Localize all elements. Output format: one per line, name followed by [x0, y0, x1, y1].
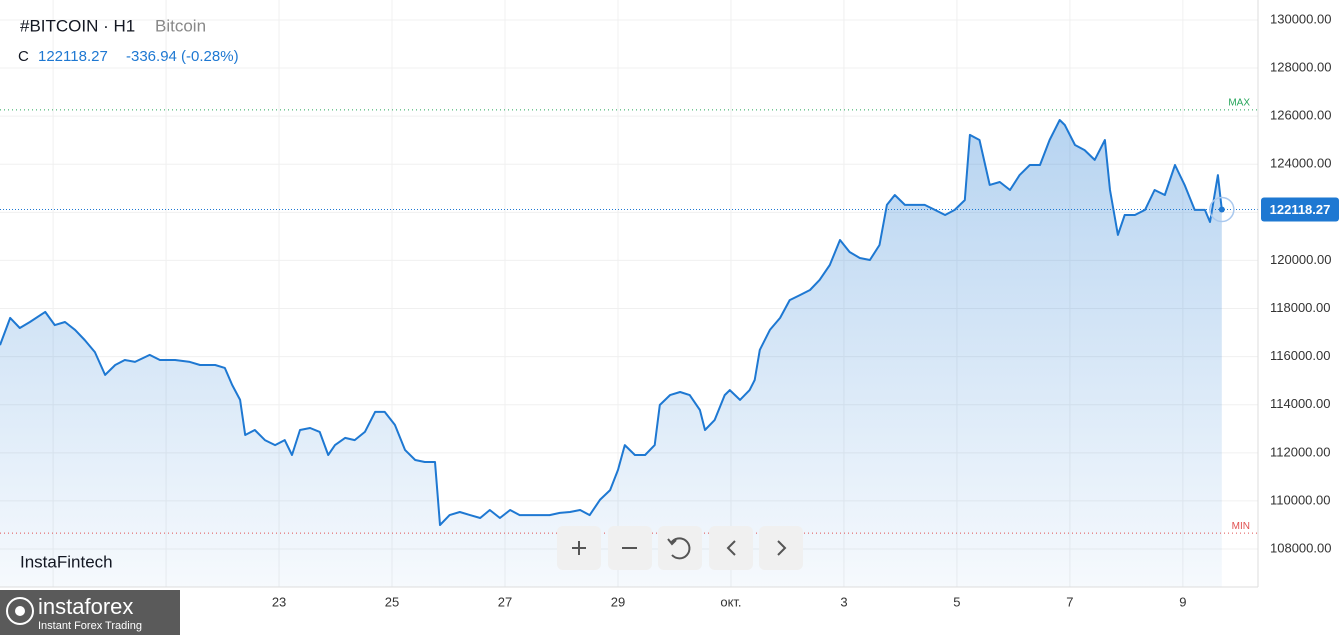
reset-button[interactable]	[658, 526, 702, 570]
logo-tagline: Instant Forex Trading	[38, 620, 142, 632]
watermark: InstaFintech	[20, 552, 113, 571]
x-tick-label: 3	[840, 594, 847, 609]
logo-icon	[6, 597, 34, 625]
chart-title: #BITCOIN · H1	[20, 16, 135, 35]
y-tick-label: 114000.00	[1270, 396, 1331, 411]
x-tick-label: 7	[1066, 594, 1073, 609]
zoom-in-button[interactable]	[557, 526, 601, 570]
y-tick-label: 126000.00	[1270, 108, 1331, 123]
y-tick-label: 112000.00	[1270, 444, 1331, 459]
x-tick-label: окт.	[720, 594, 741, 609]
y-tick-label: 110000.00	[1270, 492, 1331, 507]
area-fill	[0, 120, 1222, 587]
logo-background	[0, 590, 180, 635]
y-tick-label: 124000.00	[1270, 156, 1331, 171]
x-tick-label: 9	[1179, 594, 1186, 609]
y-tick-label: 130000.00	[1270, 11, 1331, 26]
change-value: -336.94 (-0.28%)	[126, 48, 239, 65]
price-line	[0, 119, 1223, 526]
y-tick-label: 118000.00	[1270, 300, 1331, 315]
y-tick-label: 116000.00	[1270, 348, 1331, 363]
logo-icon	[15, 606, 25, 616]
y-tick-label: 128000.00	[1270, 59, 1331, 74]
chart-subtitle: Bitcoin	[155, 16, 206, 35]
scroll-left-button[interactable]	[709, 526, 753, 570]
last-price-label: 122118.27	[1270, 202, 1331, 217]
y-tick-label: 108000.00	[1270, 540, 1331, 555]
x-tick-label: 23	[272, 594, 286, 609]
min-label: MIN	[1232, 521, 1250, 532]
zoom-out-button[interactable]	[608, 526, 652, 570]
max-label: MAX	[1228, 98, 1250, 109]
plot: MAX MIN	[0, 98, 1258, 587]
ohlc-label: C	[18, 48, 29, 65]
x-tick-label: 5	[953, 594, 960, 609]
scroll-right-button[interactable]	[759, 526, 803, 570]
last-point-halo	[1209, 196, 1235, 223]
last-point	[1218, 206, 1225, 213]
x-tick-label: 25	[385, 594, 399, 609]
x-tick-label: 27	[498, 594, 512, 609]
logo: instaforex Instant Forex Trading	[0, 590, 180, 635]
close-value: 122118.27	[38, 48, 108, 65]
y-tick-label: 120000.00	[1270, 252, 1331, 267]
x-tick-label: 29	[611, 594, 625, 609]
zoom-controls	[557, 526, 803, 570]
logo-text: instaforex	[38, 594, 133, 619]
last-price-tag	[1261, 197, 1339, 222]
